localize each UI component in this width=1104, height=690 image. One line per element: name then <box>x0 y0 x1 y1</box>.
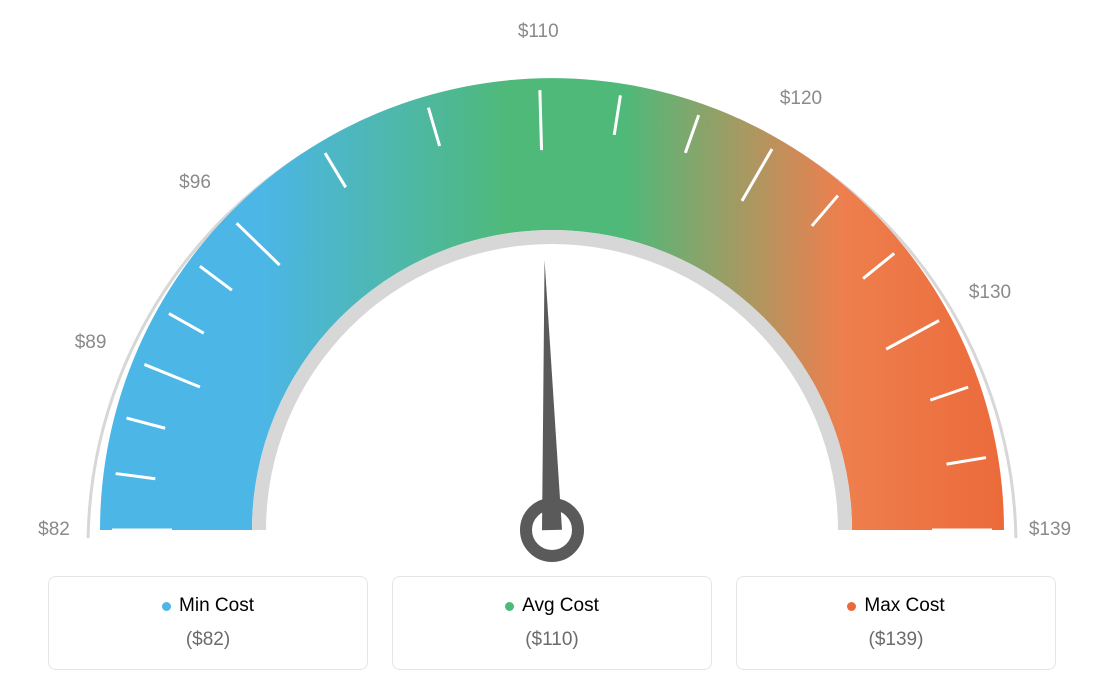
gauge-tick-label: $110 <box>518 21 559 43</box>
legend-value-max: ($139) <box>761 629 1031 651</box>
gauge-tick-label: $82 <box>38 519 70 541</box>
legend-row: Min Cost ($82) Avg Cost ($110) Max Cost … <box>0 576 1104 670</box>
dot-icon <box>162 602 171 611</box>
dot-icon <box>847 602 856 611</box>
legend-title-min: Min Cost <box>73 595 343 617</box>
gauge-tick-label: $139 <box>1029 519 1071 541</box>
legend-label: Min Cost <box>179 595 254 617</box>
gauge-tick-label: $96 <box>179 172 211 194</box>
gauge-tick-label: $120 <box>780 88 822 110</box>
legend-title-avg: Avg Cost <box>417 595 687 617</box>
legend-value-min: ($82) <box>73 629 343 651</box>
gauge-tick-label: $130 <box>969 282 1011 304</box>
legend-title-max: Max Cost <box>761 595 1031 617</box>
gauge-tick-label: $89 <box>75 332 107 354</box>
legend-card-avg: Avg Cost ($110) <box>392 576 712 670</box>
legend-card-min: Min Cost ($82) <box>48 576 368 670</box>
gauge-chart: $82 $89 $96 $110 $120 $130 $139 <box>0 0 1104 570</box>
legend-label: Max Cost <box>864 595 944 617</box>
legend-value-avg: ($110) <box>417 629 687 651</box>
legend-label: Avg Cost <box>522 595 599 617</box>
dot-icon <box>505 602 514 611</box>
legend-card-max: Max Cost ($139) <box>736 576 1056 670</box>
gauge-svg <box>0 0 1104 570</box>
